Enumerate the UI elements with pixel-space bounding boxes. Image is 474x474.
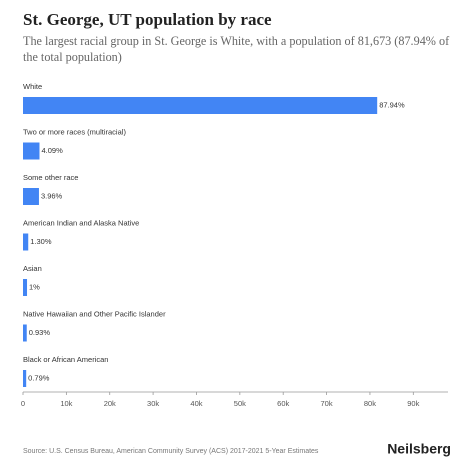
x-tick-label: 30k [147, 399, 159, 408]
category-label: Some other race [23, 173, 78, 182]
bar [23, 233, 29, 251]
x-tick-label: 80k [364, 399, 376, 408]
x-tick-label: 20k [104, 399, 116, 408]
x-tick-label: 10k [60, 399, 72, 408]
chart-subtitle: The largest racial group in St. George i… [23, 34, 450, 64]
x-tick-label: 0 [21, 399, 25, 408]
x-tick-label: 40k [190, 399, 202, 408]
category-label: Native Hawaiian and Other Pacific Island… [23, 309, 166, 318]
bar [23, 188, 39, 205]
x-tick-label: 90k [407, 399, 419, 408]
category-label: White [23, 82, 42, 91]
category-label: Black or African American [23, 355, 108, 364]
chart-title: St. George, UT population by race [23, 10, 272, 29]
source: Source: U.S. Census Bureau, American Com… [23, 448, 319, 455]
value-label: 0.79% [28, 373, 50, 382]
brand: Neilsberg [387, 441, 451, 457]
value-label: 0.93% [29, 328, 51, 337]
bar [23, 279, 28, 296]
bar [23, 324, 27, 342]
category-label: American Indian and Alaska Native [23, 218, 139, 227]
category-label: Asian [23, 264, 42, 273]
value-label: 1.30% [30, 237, 52, 246]
x-tick-label: 60k [277, 399, 289, 408]
bar [23, 97, 378, 114]
x-tick-label: 50k [234, 399, 246, 408]
bar [23, 142, 40, 160]
category-label: Two or more races (multiracial) [23, 127, 126, 136]
bar [23, 370, 27, 387]
value-label: 3.96% [41, 191, 63, 200]
value-label: 87.94% [379, 100, 405, 109]
x-tick-label: 70k [321, 399, 333, 408]
value-label: 1% [29, 282, 40, 291]
value-label: 4.09% [41, 146, 63, 155]
